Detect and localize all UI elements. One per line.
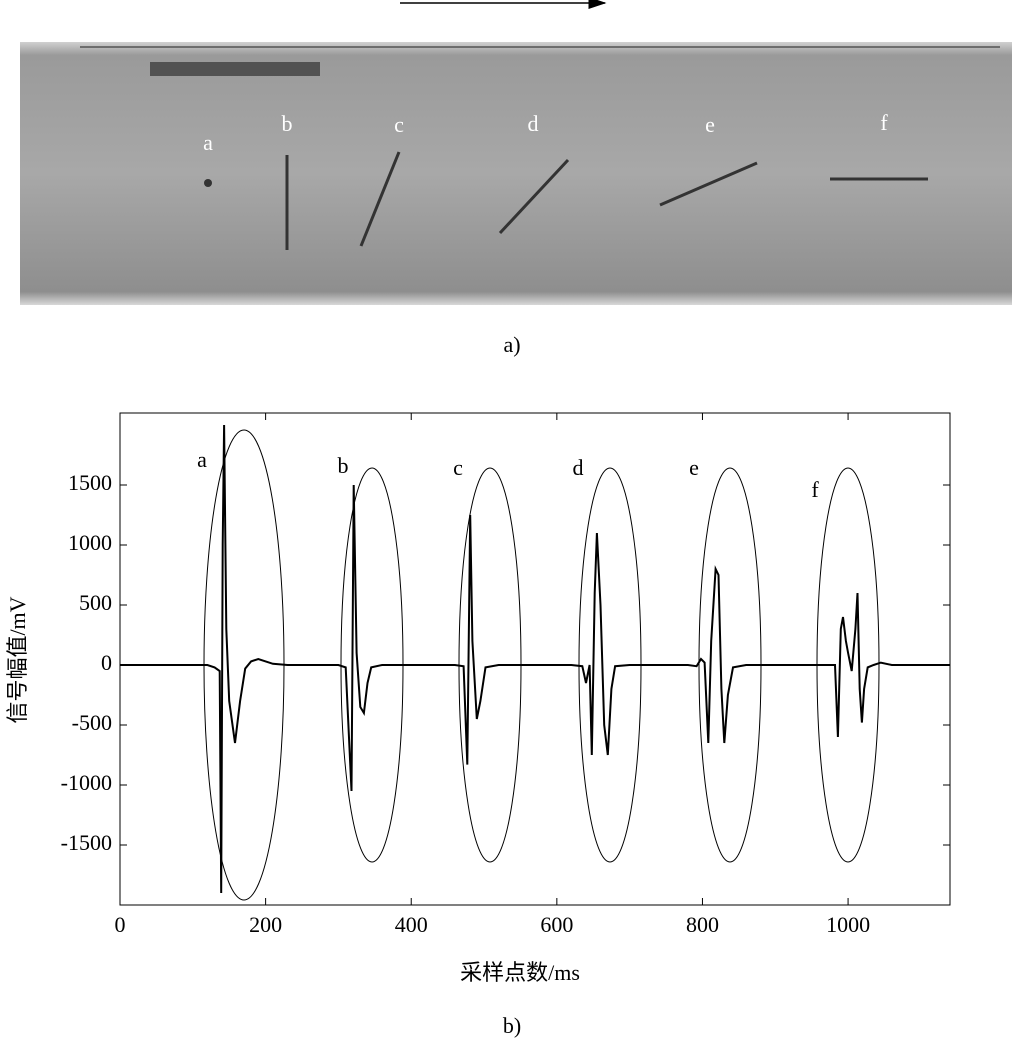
photo-label: a: [203, 130, 213, 155]
photo-label: d: [528, 111, 539, 136]
annotation: c: [453, 455, 463, 480]
x-tick-label: 0: [115, 912, 126, 937]
annotation: e: [689, 455, 699, 480]
photo-label: f: [880, 110, 888, 135]
y-tick-label: -1500: [61, 830, 112, 855]
photo-label: e: [705, 112, 715, 137]
stain: [150, 62, 320, 76]
y-tick-label: 500: [79, 590, 112, 615]
photo-label: b: [282, 111, 293, 136]
ellipse: [203, 429, 285, 901]
caption: b): [503, 1013, 521, 1038]
y-tick-label: 0: [101, 650, 112, 675]
photo: a b c d e f: [20, 42, 1012, 305]
x-tick-label: 800: [686, 912, 719, 937]
photo-plate: [20, 42, 1012, 305]
x-axis-label: 采样点数/ms: [460, 960, 580, 985]
y-tick-label: -500: [72, 710, 112, 735]
annotation: a: [197, 447, 207, 472]
y-tick-label: 1500: [68, 470, 112, 495]
defect: [359, 151, 401, 247]
annotation: d: [573, 455, 584, 480]
defect: [498, 158, 570, 235]
defect: [659, 161, 758, 207]
caption: a): [503, 332, 520, 357]
x-tick-label: 200: [249, 912, 282, 937]
photo-label: c: [394, 112, 404, 137]
x-tick-label: 600: [540, 912, 573, 937]
y-axis-label: 信号幅值/mV: [5, 596, 30, 723]
x-tick-label: 1000: [826, 912, 870, 937]
annotation: b: [338, 453, 349, 478]
defect: [204, 179, 212, 187]
x-tick-label: 400: [395, 912, 428, 937]
y-tick-label: 1000: [68, 530, 112, 555]
plot-frame: [119, 412, 951, 906]
y-tick-label: -1000: [61, 770, 112, 795]
annotation: f: [811, 477, 819, 502]
signal-line: [120, 424, 950, 894]
